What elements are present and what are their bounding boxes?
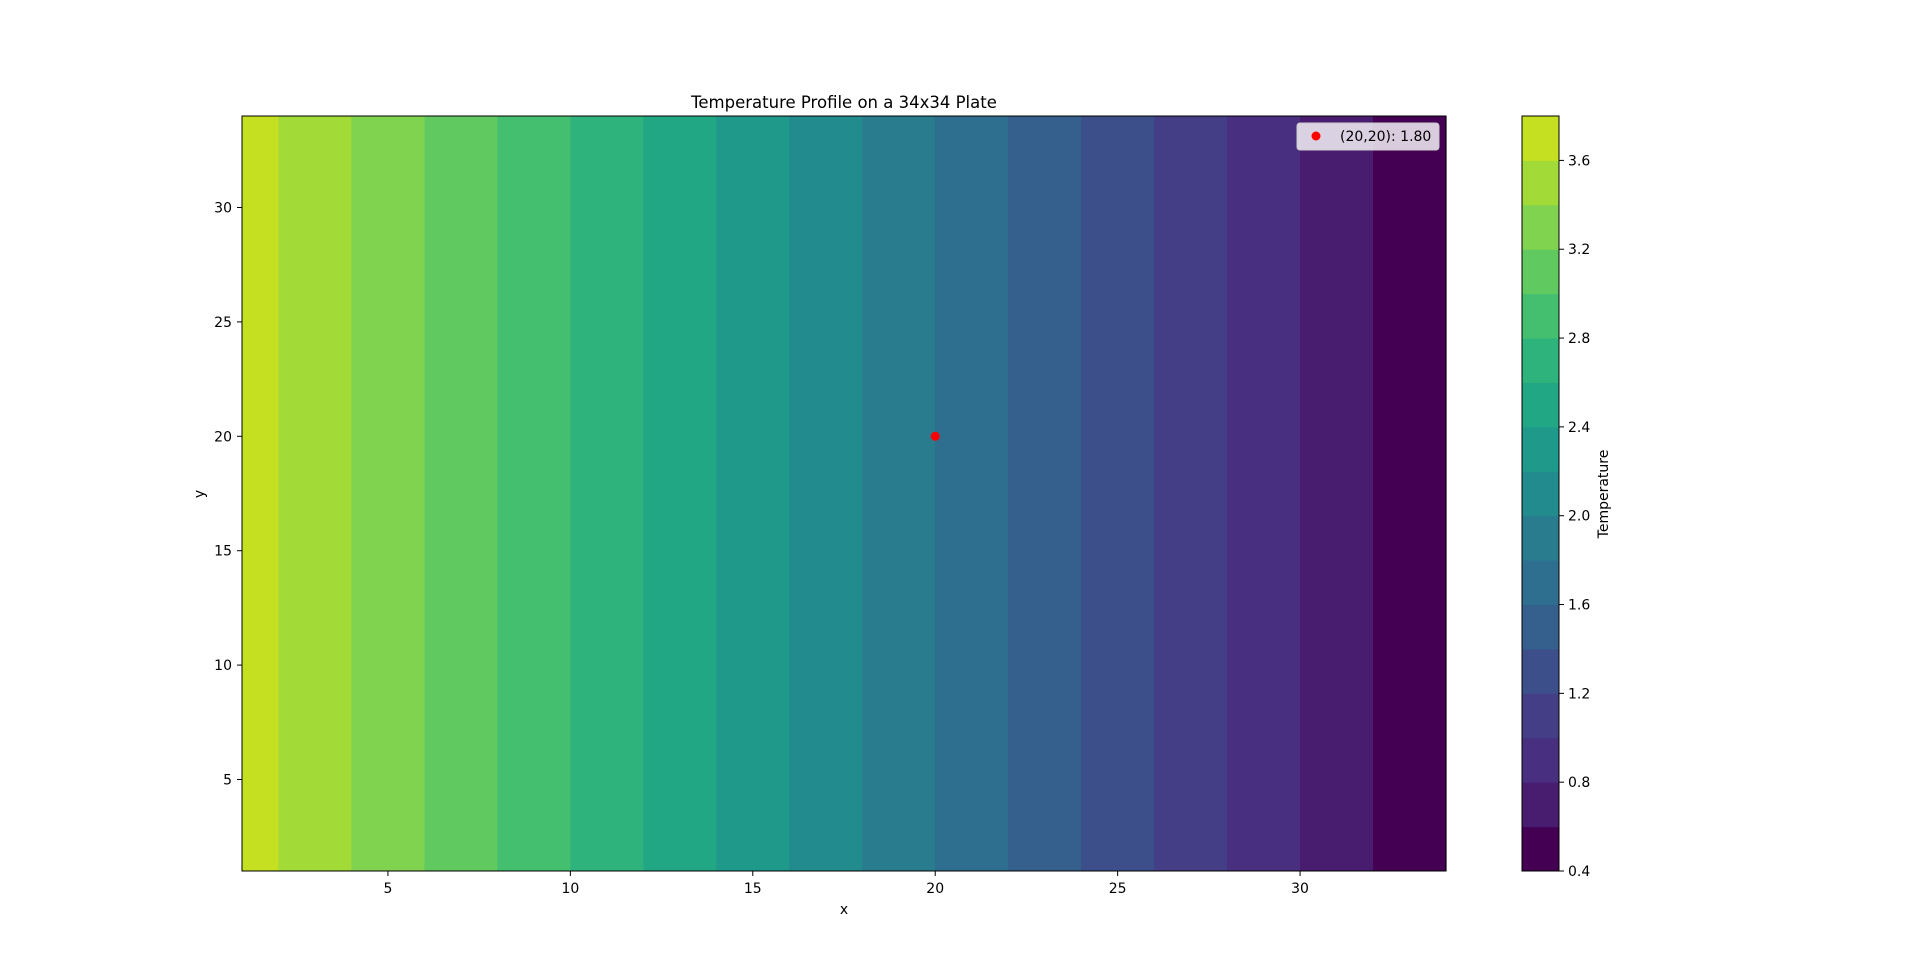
y-tick-label: 10 — [214, 658, 232, 674]
colorbar-label: Temperature — [1596, 450, 1612, 540]
heatmap-band — [935, 116, 1009, 871]
colorbar-frame — [1521, 115, 1560, 872]
colorbar-segment — [1522, 826, 1559, 872]
heatmap-band — [1300, 116, 1374, 871]
heatmap-band — [1154, 116, 1228, 871]
colorbar-segment — [1522, 604, 1559, 650]
colorbar-segment — [1522, 382, 1559, 428]
heatmap-band — [278, 116, 353, 871]
heatmap-band — [1227, 116, 1301, 871]
heatmap-band — [351, 116, 426, 871]
heatmap-band — [789, 116, 863, 871]
colorbar-tick-label: 3.2 — [1568, 242, 1590, 258]
heatmap-band — [424, 116, 498, 871]
y-tick-label: 5 — [223, 772, 232, 788]
legend-marker-icon — [1311, 131, 1321, 141]
x-tick-label: 10 — [561, 881, 579, 897]
chart-title: Temperature Profile on a 34x34 Plate — [690, 93, 997, 112]
colorbar-segment — [1522, 426, 1559, 472]
colorbar-segment — [1522, 249, 1559, 295]
colorbar-segment — [1522, 737, 1559, 783]
y-tick-label: 25 — [214, 315, 232, 331]
x-tick-label: 30 — [1291, 881, 1309, 897]
legend: (20,20): 1.80 — [1296, 122, 1440, 151]
colorbar — [1522, 116, 1559, 872]
marker-layer — [930, 431, 940, 441]
colorbar-segment — [1522, 782, 1559, 828]
y-tick-label: 15 — [214, 544, 232, 560]
colorbar-tick-label: 1.6 — [1568, 598, 1590, 614]
plot-area — [242, 116, 1447, 871]
x-axis-label: x — [840, 902, 848, 918]
plot-frame — [241, 115, 1447, 872]
colorbar-axis: 0.4 0.8 1.2 1.6 2.0 2.4 2.8 3.2 3.6 — [1559, 153, 1590, 880]
colorbar-segment — [1522, 471, 1559, 517]
marker-point — [930, 431, 940, 441]
x-tick-label: 25 — [1109, 881, 1127, 897]
colorbar-segment — [1522, 648, 1559, 694]
x-tick-label: 20 — [926, 881, 944, 897]
heatmap-band — [1008, 116, 1082, 871]
x-axis: 5 10 15 20 25 30 — [383, 871, 1309, 897]
colorbar-tick-label: 1.2 — [1568, 686, 1590, 702]
colorbar-tick-label: 2.0 — [1568, 509, 1590, 525]
colorbar-segment — [1522, 204, 1559, 250]
y-axis: 5 10 15 20 25 30 — [214, 201, 242, 788]
heatmap-band — [242, 116, 280, 871]
heatmap-band — [497, 116, 571, 871]
x-tick-label: 5 — [383, 881, 392, 897]
colorbar-tick-label: 0.8 — [1568, 775, 1590, 791]
heatmap-band — [1373, 116, 1447, 871]
heatmap-band — [862, 116, 936, 871]
colorbar-segment — [1522, 293, 1559, 339]
heatmap-band — [643, 116, 717, 871]
colorbar-segment — [1522, 116, 1559, 161]
colorbar-tick-label: 2.4 — [1568, 420, 1590, 436]
colorbar-segment — [1522, 693, 1559, 739]
colorbar-segment — [1522, 160, 1559, 206]
legend-box — [1296, 122, 1440, 151]
colorbar-segment — [1522, 515, 1559, 561]
y-axis-label: y — [192, 490, 208, 498]
colorbar-tick-label: 3.6 — [1568, 153, 1590, 169]
x-tick-label: 15 — [744, 881, 762, 897]
y-tick-label: 20 — [214, 429, 232, 445]
legend-entry-label: (20,20): 1.80 — [1340, 129, 1431, 145]
heatmap-band — [570, 116, 644, 871]
y-tick-label: 30 — [214, 201, 232, 217]
colorbar-segment — [1522, 338, 1559, 383]
colorbar-tick-label: 2.8 — [1568, 331, 1590, 347]
colorbar-tick-label: 0.4 — [1568, 864, 1590, 880]
heatmap-band — [716, 116, 790, 871]
colorbar-segment — [1522, 560, 1559, 606]
heatmap-band — [1081, 116, 1155, 871]
